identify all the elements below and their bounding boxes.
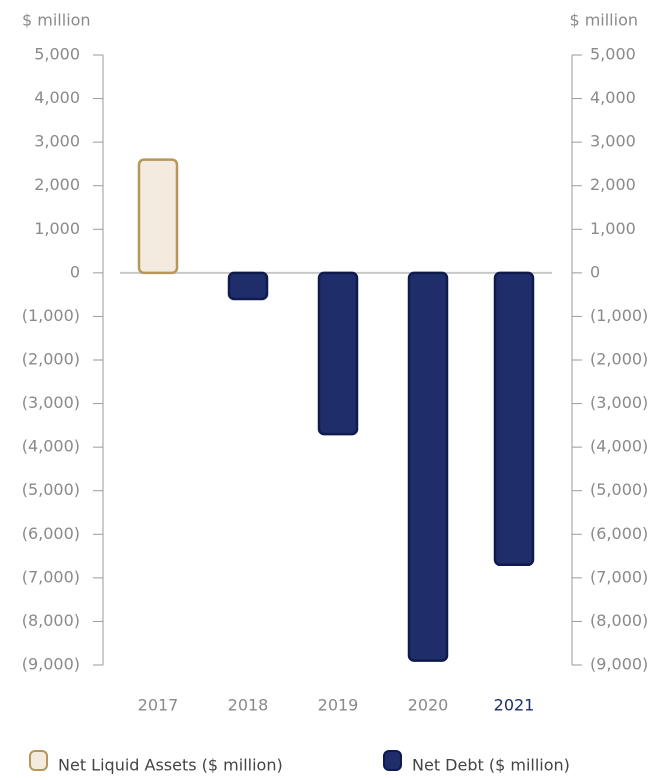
bar — [227, 271, 269, 301]
legend-label: Net Debt ($ million) — [412, 756, 570, 775]
y2-tick-label: 3,000 — [590, 132, 636, 151]
y2-tick-label: 2,000 — [590, 175, 636, 194]
y-tick-label: 1,000 — [34, 219, 80, 238]
y-tick-label: 5,000 — [34, 45, 80, 64]
x-tick-label: 2021 — [494, 696, 535, 715]
x-tick-label: 2018 — [228, 696, 269, 715]
y2-tick-label: (2,000) — [590, 350, 648, 369]
y-tick-label: (9,000) — [22, 655, 80, 674]
y-tick-label: (2,000) — [22, 350, 80, 369]
bar — [137, 158, 179, 275]
y-tick-label: (4,000) — [22, 437, 80, 456]
legend-swatch — [383, 750, 402, 771]
y2-tick-label: (9,000) — [590, 655, 648, 674]
y2-tick-label: 4,000 — [590, 88, 636, 107]
y-tick-label: 3,000 — [34, 132, 80, 151]
y2-tick-label: 5,000 — [590, 45, 636, 64]
x-tick-label: 2020 — [408, 696, 449, 715]
y-tick-label: (8,000) — [22, 611, 80, 630]
x-tick-label: 2017 — [138, 696, 179, 715]
y2-tick-label: (8,000) — [590, 611, 648, 630]
y2-tick-label: (1,000) — [590, 306, 648, 325]
y-tick-label: (7,000) — [22, 567, 80, 586]
y-tick-label: (3,000) — [22, 393, 80, 412]
y2-tick-label: 0 — [590, 262, 600, 281]
legend-swatch — [29, 750, 48, 771]
y-tick-label: 2,000 — [34, 175, 80, 194]
legend-label: Net Liquid Assets ($ million) — [58, 756, 283, 775]
y2-tick-label: (6,000) — [590, 524, 648, 543]
bar — [407, 271, 449, 662]
y-axis-label: $ million — [22, 11, 91, 30]
y2-tick-label: 1,000 — [590, 219, 636, 238]
y2-tick-label: (4,000) — [590, 437, 648, 456]
y-tick-label: 0 — [70, 262, 80, 281]
y2-tick-label: (5,000) — [590, 480, 648, 499]
y2-tick-label: (7,000) — [590, 567, 648, 586]
y-tick-label: (6,000) — [22, 524, 80, 543]
y2-axis-label: $ million — [569, 11, 638, 30]
y2-tick-label: (3,000) — [590, 393, 648, 412]
bar — [493, 271, 535, 567]
y-tick-label: (5,000) — [22, 480, 80, 499]
x-tick-label: 2019 — [318, 696, 359, 715]
bar — [317, 271, 359, 436]
y-tick-label: (1,000) — [22, 306, 80, 325]
y-tick-label: 4,000 — [34, 88, 80, 107]
